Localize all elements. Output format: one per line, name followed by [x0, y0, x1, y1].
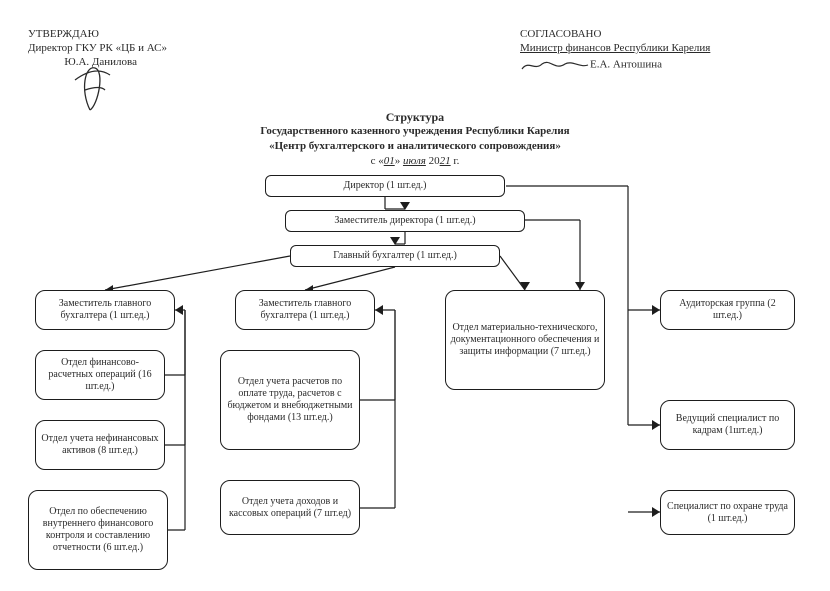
- node-director: Директор (1 шт.ед.): [265, 175, 505, 197]
- node-deputy-director: Заместитель директора (1 шт.ед.): [285, 210, 525, 232]
- node-mat-tech: Отдел материально-технического, документ…: [445, 290, 605, 390]
- node-fin-ops: Отдел финансово-расчетных операций (16 ш…: [35, 350, 165, 400]
- node-payroll: Отдел учета расчетов по оплате труда, ра…: [220, 350, 360, 450]
- node-hr: Ведущий специалист по кадрам (1шт.ед.): [660, 400, 795, 450]
- node-chief-accountant: Главный бухгалтер (1 шт.ед.): [290, 245, 500, 267]
- org-chart-document: УТВЕРЖДАЮ Директор ГКУ РК «ЦБ и АС» Ю.А.…: [0, 0, 830, 591]
- node-nonfin: Отдел учета нефинансовых активов (8 шт.е…: [35, 420, 165, 470]
- node-dep-chief-acc-2: Заместитель главного бухгалтера (1 шт.ед…: [235, 290, 375, 330]
- node-income: Отдел учета доходов и кассовых операций …: [220, 480, 360, 535]
- node-safety: Специалист по охране труда (1 шт.ед.): [660, 490, 795, 535]
- node-internal-control: Отдел по обеспечению внутреннего финансо…: [28, 490, 168, 570]
- node-audit: Аудиторская группа (2 шт.ед.): [660, 290, 795, 330]
- node-dep-chief-acc-1: Заместитель главного бухгалтера (1 шт.ед…: [35, 290, 175, 330]
